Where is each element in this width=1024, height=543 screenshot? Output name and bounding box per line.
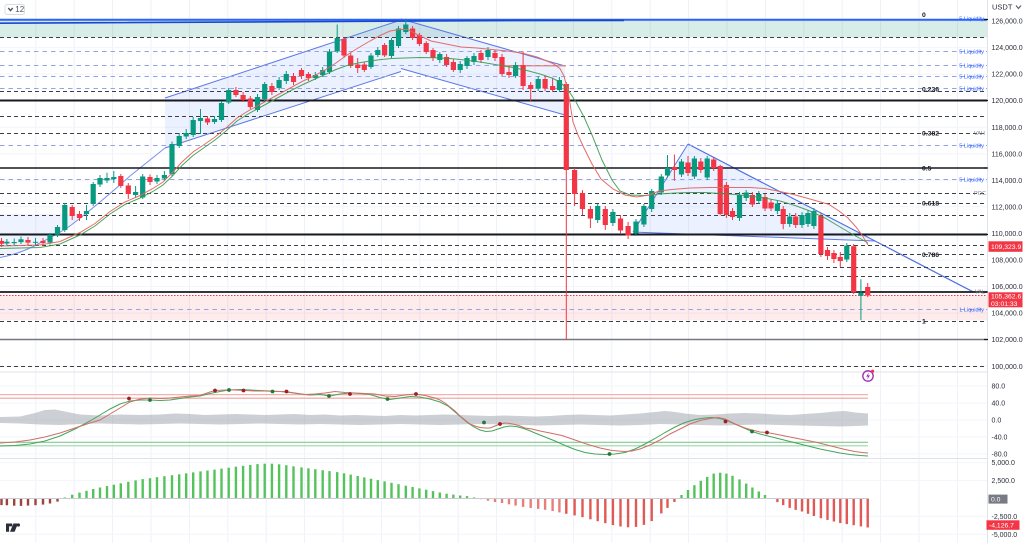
svg-text:120,000.0: 120,000.0 [992,98,1023,105]
svg-text:POC: POC [974,191,986,197]
svg-text:106,000.0: 106,000.0 [992,284,1023,291]
svg-text:-40.0: -40.0 [992,435,1008,442]
svg-text:USDT: USDT [992,3,1013,12]
svg-text:124,000.0: 124,000.0 [992,45,1023,52]
svg-text:L Liquidity: L Liquidity [959,308,984,314]
svg-text:100,000.0: 100,000.0 [992,364,1023,371]
svg-text:5 Liquidity: 5 Liquidity [959,87,984,93]
svg-text:110,000.0: 110,000.0 [992,231,1023,238]
svg-text:109,323.9: 109,323.9 [991,244,1021,251]
svg-text:40.0: 40.0 [992,401,1006,408]
svg-text:0.786: 0.786 [922,252,939,259]
svg-text:5 Liquidity: 5 Liquidity [959,75,984,81]
svg-text:102,000.0: 102,000.0 [992,337,1023,344]
svg-text:0.382: 0.382 [922,131,939,138]
svg-text:118,000.0: 118,000.0 [992,125,1023,132]
svg-text:0.236: 0.236 [922,87,939,94]
svg-text:2,500.0: 2,500.0 [992,478,1015,485]
svg-text:104,000.0: 104,000.0 [992,311,1023,318]
svg-text:-80.0: -80.0 [992,452,1008,459]
svg-text:105,362.6: 105,362.6 [991,293,1021,300]
svg-text:5,000.0: 5,000.0 [992,460,1015,467]
svg-text:5 Liquidity: 5 Liquidity [959,50,984,56]
svg-text:-2,500.0: -2,500.0 [992,514,1018,521]
svg-text:VAL: VAL [975,290,985,296]
svg-text:03:01:33: 03:01:33 [991,301,1018,308]
svg-text:0.5: 0.5 [922,166,932,173]
svg-text:5 Liquidity: 5 Liquidity [959,17,984,23]
svg-text:5 Liquidity: 5 Liquidity [959,144,984,150]
svg-text:0.0: 0.0 [992,418,1002,425]
svg-text:5 Liquidity: 5 Liquidity [959,178,984,184]
svg-text:5 Liquidity: 5 Liquidity [959,64,984,70]
svg-text:112,000.0: 112,000.0 [992,204,1023,211]
svg-text:1: 1 [922,319,926,326]
svg-text:80.0: 80.0 [992,384,1006,391]
svg-text:VAH: VAH [974,131,985,137]
svg-text:116,000.0: 116,000.0 [992,151,1023,158]
svg-text:-4,126.7: -4,126.7 [989,522,1014,529]
svg-text:126,000.0: 126,000.0 [992,19,1023,26]
svg-text:0: 0 [922,12,926,19]
svg-text:0.0: 0.0 [991,497,1001,504]
svg-text:0.618: 0.618 [922,201,939,208]
svg-text:12: 12 [15,5,24,14]
svg-text:122,000.0: 122,000.0 [992,72,1023,79]
svg-text:108,000.0: 108,000.0 [992,258,1023,265]
svg-text:114,000.0: 114,000.0 [992,178,1023,185]
svg-text:-5,000.0: -5,000.0 [992,532,1018,539]
